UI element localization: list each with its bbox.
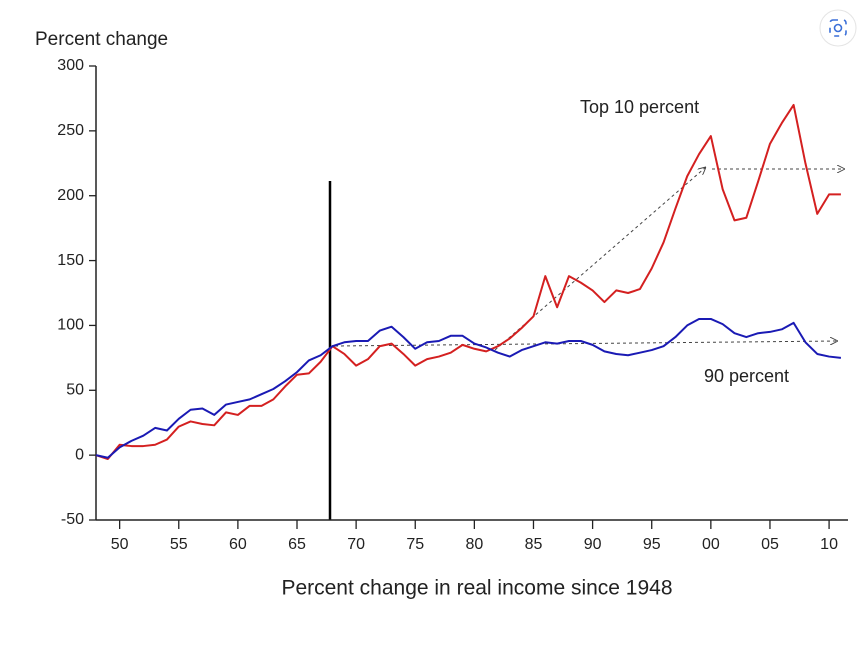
series-label: Top 10 percent: [580, 97, 699, 117]
x-tick-label: 00: [702, 536, 720, 553]
x-tick-label: 55: [170, 536, 188, 553]
x-tick-label: 85: [525, 536, 543, 553]
x-tick-label: 95: [643, 536, 661, 553]
x-tick-label: 10: [820, 536, 838, 553]
x-tick-label: 60: [229, 536, 247, 553]
y-axis-label: Percent change: [35, 29, 168, 50]
y-tick-label: 300: [57, 57, 84, 74]
x-tick-label: 65: [288, 536, 306, 553]
x-tick-label: 90: [584, 536, 602, 553]
y-tick-label: 50: [66, 382, 84, 399]
y-tick-label: -50: [61, 511, 84, 528]
x-tick-label: 80: [465, 536, 483, 553]
y-tick-label: 250: [57, 122, 84, 139]
x-tick-label: 50: [111, 536, 129, 553]
dashed-arrow: [494, 167, 706, 351]
lens-icon[interactable]: [819, 9, 857, 47]
x-tick-label: 75: [406, 536, 424, 553]
x-axis-label: Percent change in real income since 1948: [281, 577, 672, 600]
y-tick-label: 100: [57, 317, 84, 334]
series-label: 90 percent: [704, 366, 789, 386]
series-line: [95, 103, 841, 461]
x-tick-label: 70: [347, 536, 365, 553]
series-line: [95, 317, 842, 459]
y-tick-label: 200: [57, 187, 84, 204]
x-tick-label: 05: [761, 536, 779, 553]
y-tick-label: 150: [57, 252, 84, 269]
y-tick-label: 0: [75, 446, 84, 463]
